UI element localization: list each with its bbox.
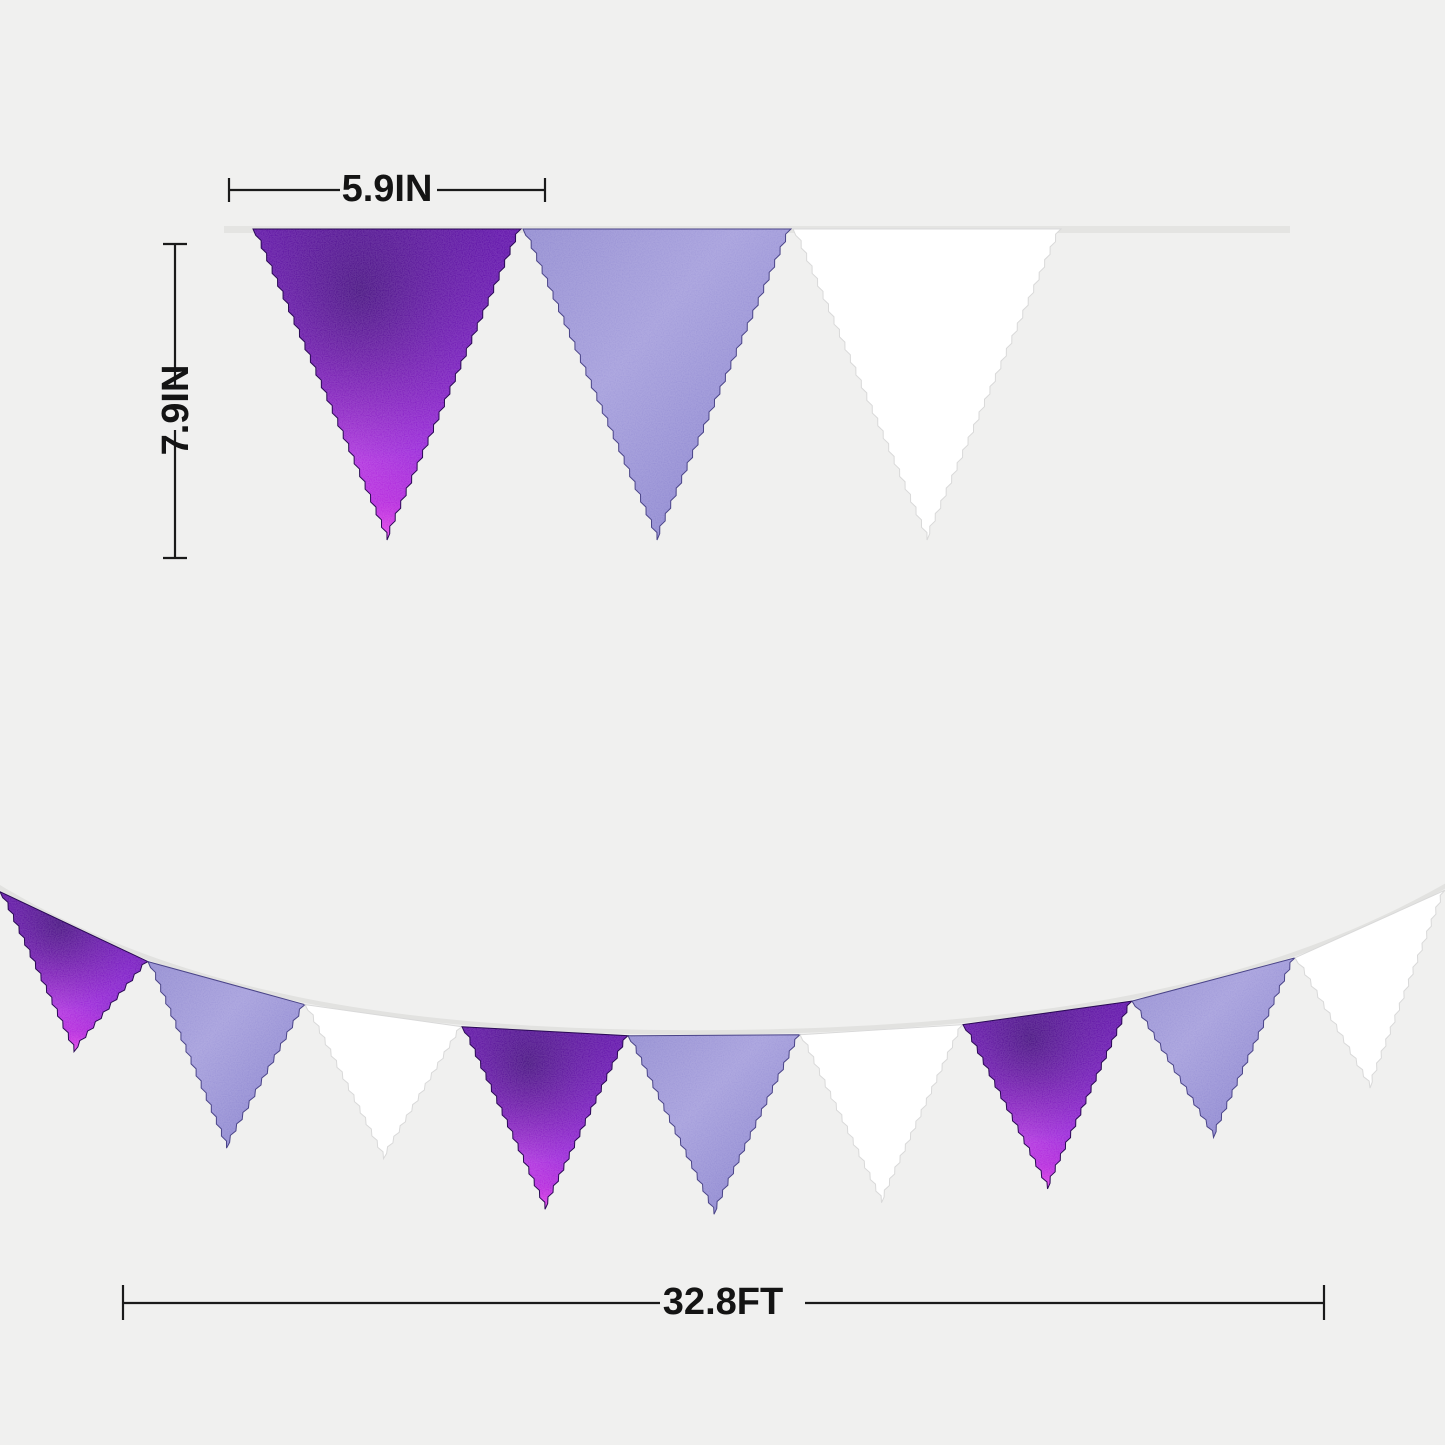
svg-text:32.8FT: 32.8FT bbox=[663, 1281, 783, 1323]
svg-text:5.9IN: 5.9IN bbox=[342, 168, 433, 210]
svg-text:7.9IN: 7.9IN bbox=[155, 365, 197, 456]
